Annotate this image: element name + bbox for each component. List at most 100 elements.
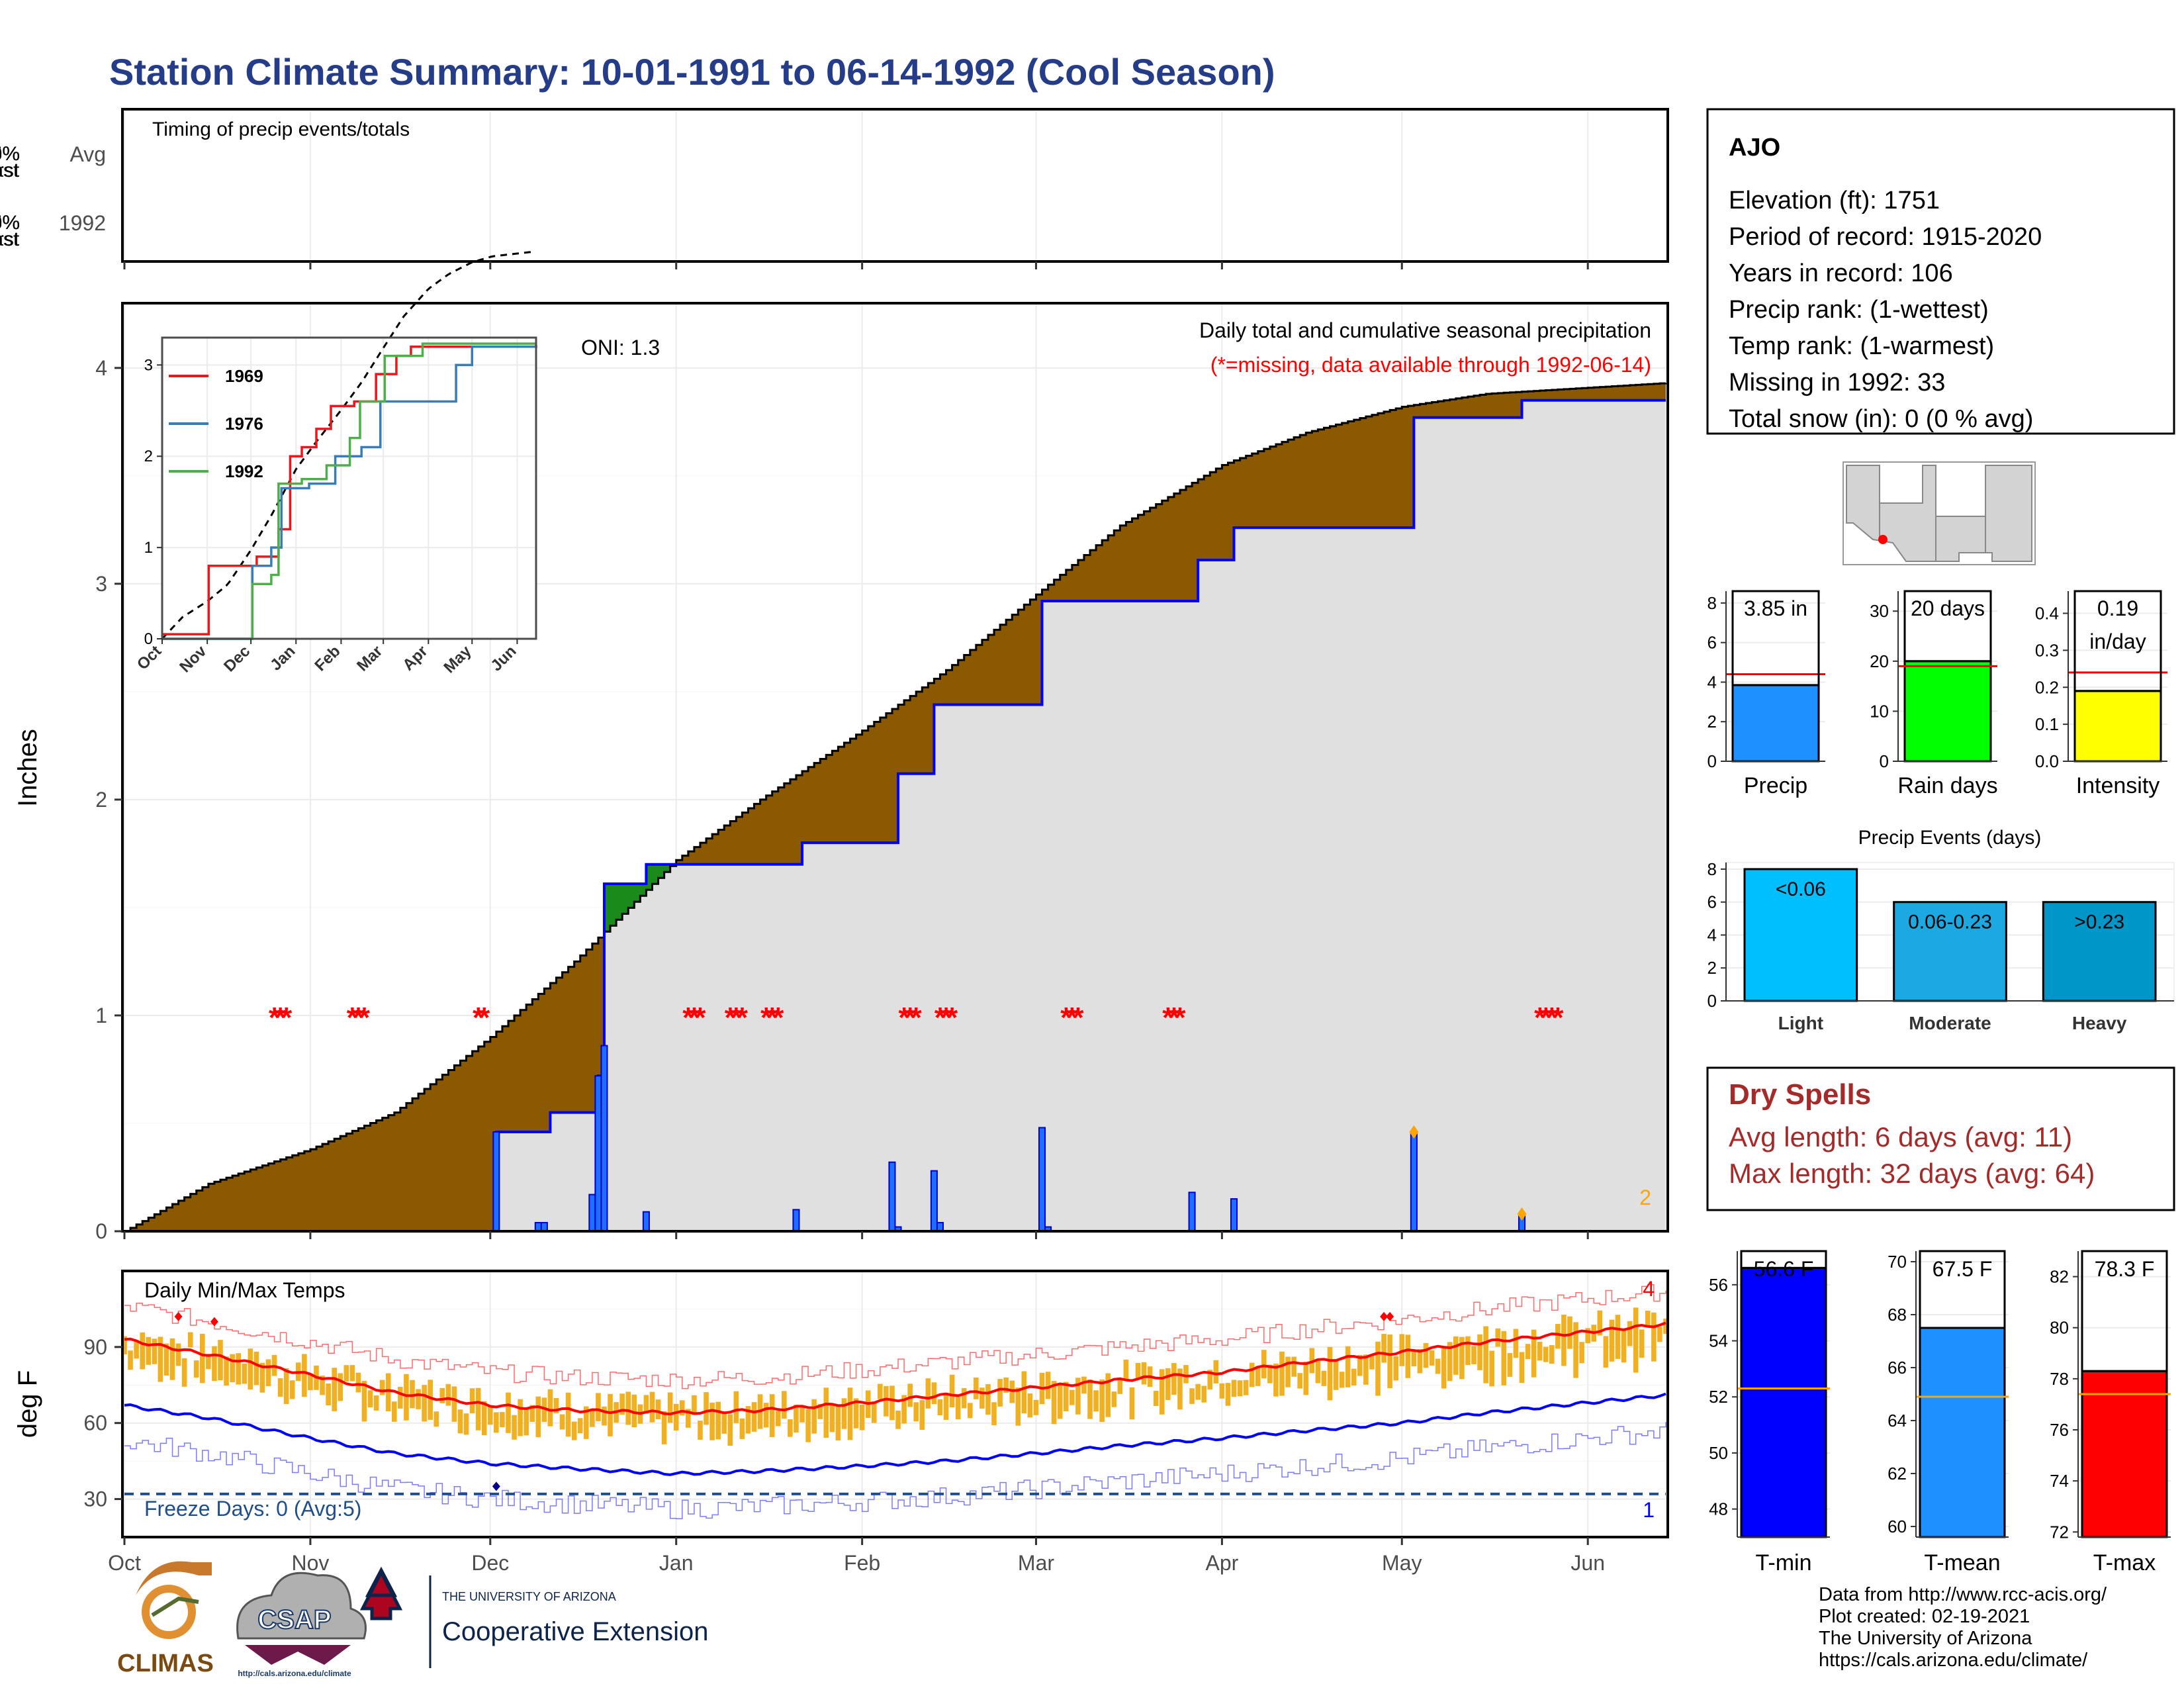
missing-day-marker: * [737, 1002, 749, 1034]
station-line-missing: Missing in 1992: 33 [1729, 369, 1945, 397]
mini-value-label-2: in/day [2089, 630, 2146, 653]
daily-temp-bar [704, 1392, 709, 1425]
daily-precip-marker [1409, 1125, 1419, 1139]
daily-temp-bar [1339, 1372, 1345, 1388]
temp-bar-ytick-label: 60 [1888, 1517, 1907, 1536]
daily-temp-bar [1423, 1342, 1429, 1368]
daily-temp-bar [943, 1393, 949, 1420]
daily-temp-bar [1645, 1311, 1651, 1327]
timing-p75-label: 75% [0, 143, 20, 165]
surplus-area [610, 884, 617, 926]
station-name: AJO [1729, 134, 1780, 162]
missing-day-marker: * [1552, 1002, 1564, 1034]
surplus-area [664, 864, 671, 872]
temp-bar-ytick-label: 78 [2050, 1369, 2069, 1389]
precip-panel: *** *** ** *** *** *** *** *** *** *** **** 01234 … [13, 250, 1669, 1243]
daily-temp-bar [937, 1399, 943, 1416]
daily-temp-bar [302, 1354, 307, 1397]
temp-bar-ytick-label: 74 [2050, 1471, 2069, 1491]
daily-temp-bar [1141, 1362, 1147, 1385]
daily-precip-bar [1410, 1131, 1418, 1232]
missing-day-marker: * [473, 1002, 484, 1034]
daily-temp-bar [1015, 1387, 1021, 1426]
temp-bar-ytick-label: 48 [1709, 1499, 1728, 1519]
record-min-line [124, 1422, 1666, 1520]
mini-ytick-label: 0 [1880, 751, 1889, 771]
timing-p75-label: 75% [0, 212, 20, 234]
temp-value-label: 67.5 F [1933, 1257, 1993, 1281]
daily-temp-bar [265, 1359, 271, 1387]
daily-temp-bar [308, 1373, 313, 1391]
daily-temp-bar [596, 1393, 601, 1421]
surplus-area [628, 884, 635, 908]
mini-ytick-label: 0.1 [2035, 714, 2059, 734]
daily-temp-bar [1333, 1359, 1339, 1390]
daily-temp-bar [1651, 1312, 1657, 1362]
daily-temp-bar [332, 1368, 337, 1411]
daily-temp-bar [884, 1385, 889, 1417]
dry-spells-box: Dry Spells Avg length: 6 days (avg: 11) … [1706, 1066, 2175, 1211]
daily-temp-bar [200, 1333, 205, 1383]
daily-temp-bar [643, 1395, 649, 1414]
timing-p50-label: 50% [0, 212, 20, 234]
precip-event-range: 0.06-0.23 [1908, 912, 1992, 933]
daily-temp-bar [181, 1358, 187, 1387]
daily-temp-bar [1189, 1388, 1195, 1404]
daily-temp-bar [1627, 1321, 1633, 1346]
station-location-dot [1878, 535, 1888, 544]
daily-temp-bar [1525, 1344, 1531, 1360]
daily-temp-bar [541, 1397, 547, 1423]
daily-temp-bar [788, 1419, 793, 1437]
temp-bar-label: T-mean [1924, 1550, 2000, 1575]
timing-p25-label: 25% [0, 212, 20, 234]
temp-xtick-label: Mar [1018, 1551, 1054, 1575]
dry-spells-title: Dry Spells [1729, 1078, 1871, 1111]
daily-temp-bar [169, 1338, 175, 1380]
temp-bar-t-mean [1919, 1327, 2006, 1538]
temp-bar-ytick-label: 62 [1888, 1464, 1907, 1483]
daily-temp-bar [1207, 1370, 1213, 1390]
daily-temp-bar [320, 1376, 325, 1395]
inset-legend-label: 1992 [225, 461, 263, 481]
daily-temp-bar [1279, 1351, 1285, 1396]
temp-bar-ytick-label: 82 [2050, 1267, 2069, 1287]
daily-temp-bar [158, 1336, 163, 1382]
daily-temp-bar [1123, 1359, 1129, 1380]
missing-day-marker: * [1534, 1002, 1546, 1034]
daily-temp-bar [751, 1402, 757, 1432]
temp-bar-ytick-label: 52 [1709, 1387, 1728, 1407]
daily-temp-bar [140, 1332, 145, 1370]
daily-temp-bar [398, 1387, 403, 1409]
station-info-box: AJO Elevation (ft): 1751 Period of recor… [1706, 108, 2175, 435]
daily-temp-bar [152, 1338, 158, 1364]
precip-events-title: Precip Events (days) [1858, 827, 2042, 849]
daily-temp-bar [230, 1354, 235, 1383]
daily-temp-bar [991, 1402, 997, 1425]
station-line-snow: Total snow (in): 0 (0 % avg) [1729, 405, 2033, 433]
uni-big: Cooperative Extension [442, 1617, 708, 1646]
daily-temp-bar [187, 1332, 193, 1348]
daily-temp-bar [577, 1418, 583, 1434]
daily-temp-bar [481, 1401, 487, 1436]
mini-ytick-label: 6 [1707, 633, 1717, 653]
daily-temp-bar [253, 1351, 259, 1385]
missing-day-marker: * [1174, 1002, 1186, 1034]
missing-day-marker: * [1168, 1002, 1180, 1034]
daily-precip-marker [1517, 1207, 1527, 1221]
temp-xtick-label: Jan [659, 1551, 694, 1575]
temp-bar-outline [2081, 1250, 2168, 1372]
daily-temp-bar [361, 1380, 367, 1422]
temp-xtick-label: Nov [291, 1551, 329, 1575]
daily-temp-bar [733, 1391, 739, 1423]
missing-day-marker: * [353, 1002, 365, 1034]
daily-precip-bar [1038, 1127, 1046, 1232]
daily-temp-bar [529, 1405, 535, 1422]
daily-temp-bar [967, 1403, 973, 1419]
daily-temp-bar [667, 1392, 673, 1423]
daily-temp-bar [847, 1387, 853, 1440]
daily-temp-bar [698, 1421, 703, 1440]
footer: CLIMAS CSAP http://cals.arizona.edu/clim… [117, 1561, 2107, 1678]
record-high-marker [174, 1311, 183, 1321]
precip-event-bar-light [1743, 868, 1858, 1002]
